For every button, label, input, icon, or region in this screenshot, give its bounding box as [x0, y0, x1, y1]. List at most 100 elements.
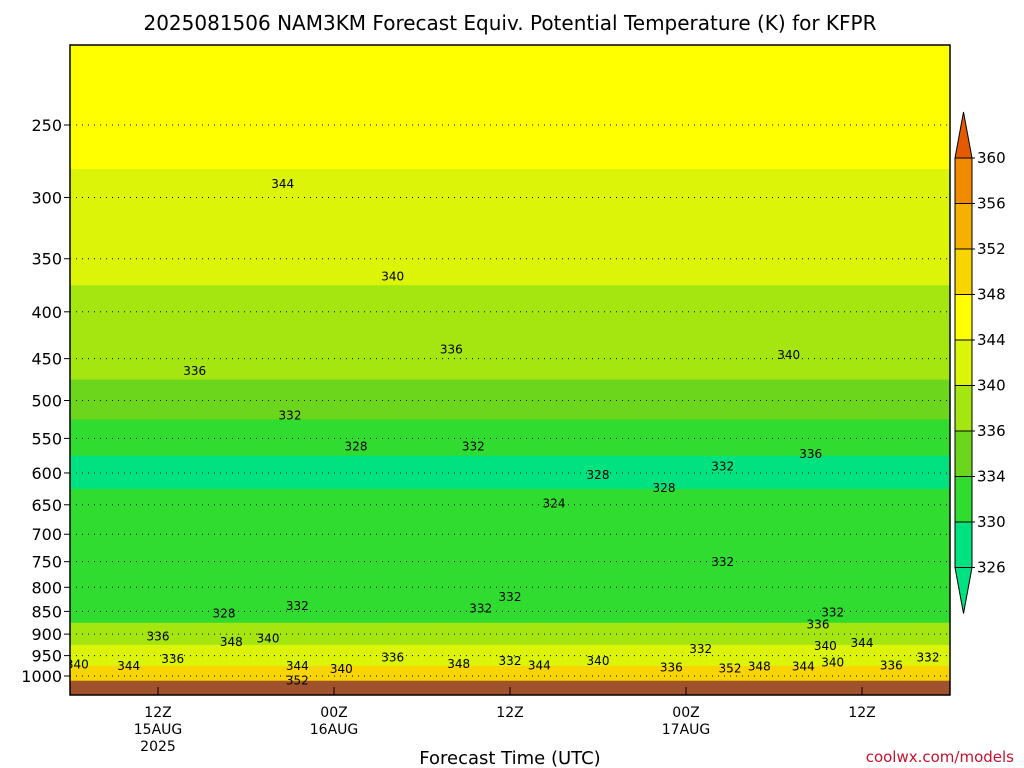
contour-label: 328 — [587, 468, 610, 482]
contour-label: 332 — [279, 408, 302, 422]
y-tick-label: 550 — [31, 429, 62, 448]
contour-label: 344 — [271, 177, 294, 191]
theta-e-band — [70, 644, 950, 667]
contour-label: 336 — [807, 617, 830, 631]
contour-label: 336 — [161, 652, 184, 666]
colorbar-tick-label: 340 — [977, 377, 1006, 395]
x-tick-label: 17AUG — [662, 722, 711, 738]
colorbar-tick-label: 352 — [977, 240, 1006, 258]
x-axis-label: Forecast Time (UTC) — [419, 748, 600, 768]
colorbar-segment — [955, 158, 972, 204]
contour-label: 328 — [653, 481, 676, 495]
colorbar-segment — [955, 294, 972, 340]
y-tick-label: 950 — [31, 647, 62, 666]
y-tick-label: 1000 — [21, 667, 62, 686]
theta-e-band — [70, 599, 950, 624]
colorbar-segment — [955, 522, 972, 568]
theta-e-band — [70, 574, 950, 600]
y-tick-label: 450 — [31, 350, 62, 369]
contour-label: 332 — [917, 650, 940, 664]
contour-label: 348 — [748, 659, 771, 673]
contour-label: 340 — [777, 348, 800, 362]
contour-label: 352 — [719, 661, 742, 675]
theta-e-band — [70, 379, 950, 420]
contour-label: 332 — [462, 439, 485, 453]
theta-e-band — [70, 622, 950, 646]
colorbar-tick-label: 356 — [977, 195, 1006, 213]
contour-label: 352 — [286, 674, 309, 688]
contour-label: 344 — [528, 659, 551, 673]
x-tick-label: 12Z — [144, 705, 171, 721]
contour-label: 336 — [183, 364, 206, 378]
y-tick-label: 400 — [31, 303, 62, 322]
y-tick-label: 600 — [31, 464, 62, 483]
colorbar-tick-label: 344 — [977, 331, 1006, 349]
contour-label: 348 — [447, 657, 470, 671]
x-tick-label: 2025 — [140, 739, 176, 755]
theta-e-band — [70, 169, 950, 229]
contour-label: 340 — [66, 658, 89, 672]
x-tick-label: 00Z — [320, 705, 347, 721]
contour-label: 336 — [440, 343, 463, 357]
x-tick-label: 12Z — [496, 705, 523, 721]
colorbar-tick-label: 326 — [977, 559, 1006, 577]
colorbar-segment — [955, 340, 972, 386]
colorbar-segment — [955, 385, 972, 431]
contour-label: 344 — [792, 659, 815, 673]
theta-e-band — [70, 107, 950, 170]
contour-label: 332 — [286, 599, 309, 613]
x-tick-label: 16AUG — [310, 722, 359, 738]
contour-label: 340 — [587, 654, 610, 668]
theta-e-band — [70, 665, 950, 682]
y-tick-label: 500 — [31, 392, 62, 411]
colorbar-tick-label: 348 — [977, 286, 1006, 304]
theta-e-band — [70, 488, 950, 521]
y-axis: 250 300 350 400 450 500 550 600 650 700 750 800 850 9… — [21, 116, 70, 686]
theta-e-band — [70, 455, 950, 490]
contour-label: 332 — [711, 459, 734, 473]
y-tick-label: 850 — [31, 602, 62, 621]
colorbar-tick-label: 330 — [977, 513, 1006, 531]
colorbar-tick-label: 360 — [977, 149, 1006, 167]
chart-title: 2025081506 NAM3KM Forecast Equiv. Potent… — [143, 11, 876, 35]
contour-label: 344 — [117, 659, 140, 673]
contour-label: 348 — [220, 635, 243, 649]
y-tick-label: 800 — [31, 578, 62, 597]
credit-text: coolwx.com/models — [866, 748, 1014, 766]
contour-label: 328 — [345, 439, 368, 453]
contour-label: 340 — [814, 639, 837, 653]
colorbar-arrow-top — [954, 111, 973, 159]
contour-label: 336 — [799, 447, 822, 461]
y-tick-label: 900 — [31, 625, 62, 644]
colorbar-segment — [955, 431, 972, 477]
contour-label: 336 — [381, 651, 404, 665]
theta-e-band — [70, 285, 950, 336]
colorbar: 326 330 334 336 340 344 348 352 356 360 — [954, 111, 1006, 614]
x-tick-label: 15AUG — [134, 722, 183, 738]
contour-label: 332 — [711, 555, 734, 569]
contour-label: 340 — [821, 655, 844, 669]
theta-e-band — [70, 547, 950, 575]
theta-e-band — [70, 228, 950, 286]
contour-label: 332 — [499, 654, 522, 668]
colorbar-segment — [955, 476, 972, 522]
contour-label: 332 — [689, 642, 712, 656]
x-tick-label: 00Z — [672, 705, 699, 721]
y-tick-label: 700 — [31, 525, 62, 544]
y-tick-label: 300 — [31, 188, 62, 207]
colorbar-tick-label: 336 — [977, 422, 1006, 440]
colorbar-tick-label: 334 — [977, 468, 1006, 486]
y-tick-label: 750 — [31, 553, 62, 572]
contour-label: 340 — [330, 662, 353, 676]
colorbar-segment — [955, 249, 972, 295]
contour-label: 332 — [469, 602, 492, 616]
contour-label: 328 — [213, 607, 236, 621]
contour-label: 336 — [147, 629, 170, 643]
y-tick-label: 650 — [31, 496, 62, 515]
y-tick-label: 350 — [31, 250, 62, 269]
contour-label: 332 — [821, 605, 844, 619]
theta-e-band — [70, 519, 950, 549]
